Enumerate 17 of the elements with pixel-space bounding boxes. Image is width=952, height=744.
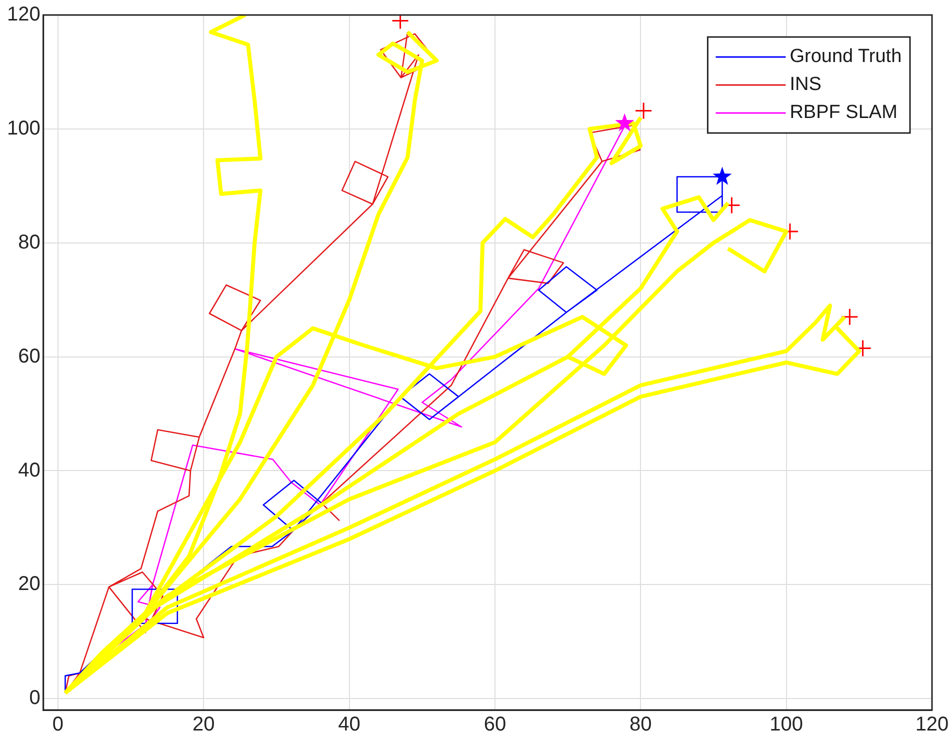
x-tick-label: 0 (52, 714, 64, 736)
legend-label: Ground Truth (790, 46, 902, 68)
x-tick-label: 80 (630, 714, 652, 736)
x-tick-label: 100 (770, 714, 804, 736)
y-tick-label: 80 (18, 231, 40, 254)
y-tick-label: 20 (18, 573, 40, 596)
x-tick-label: 40 (338, 714, 360, 736)
y-tick-label: 60 (18, 345, 40, 368)
y-tick-label: 40 (18, 459, 40, 482)
legend-label: INS (790, 74, 822, 96)
x-tick-label: 20 (192, 714, 215, 736)
x-tick-label: 60 (484, 714, 506, 736)
x-tick-label: 120 (915, 714, 949, 736)
y-tick-label: 120 (6, 4, 40, 26)
legend-label: RBPF SLAM (790, 102, 898, 124)
y-tick-label: 0 (29, 687, 40, 710)
y-tick-label: 100 (6, 117, 40, 140)
